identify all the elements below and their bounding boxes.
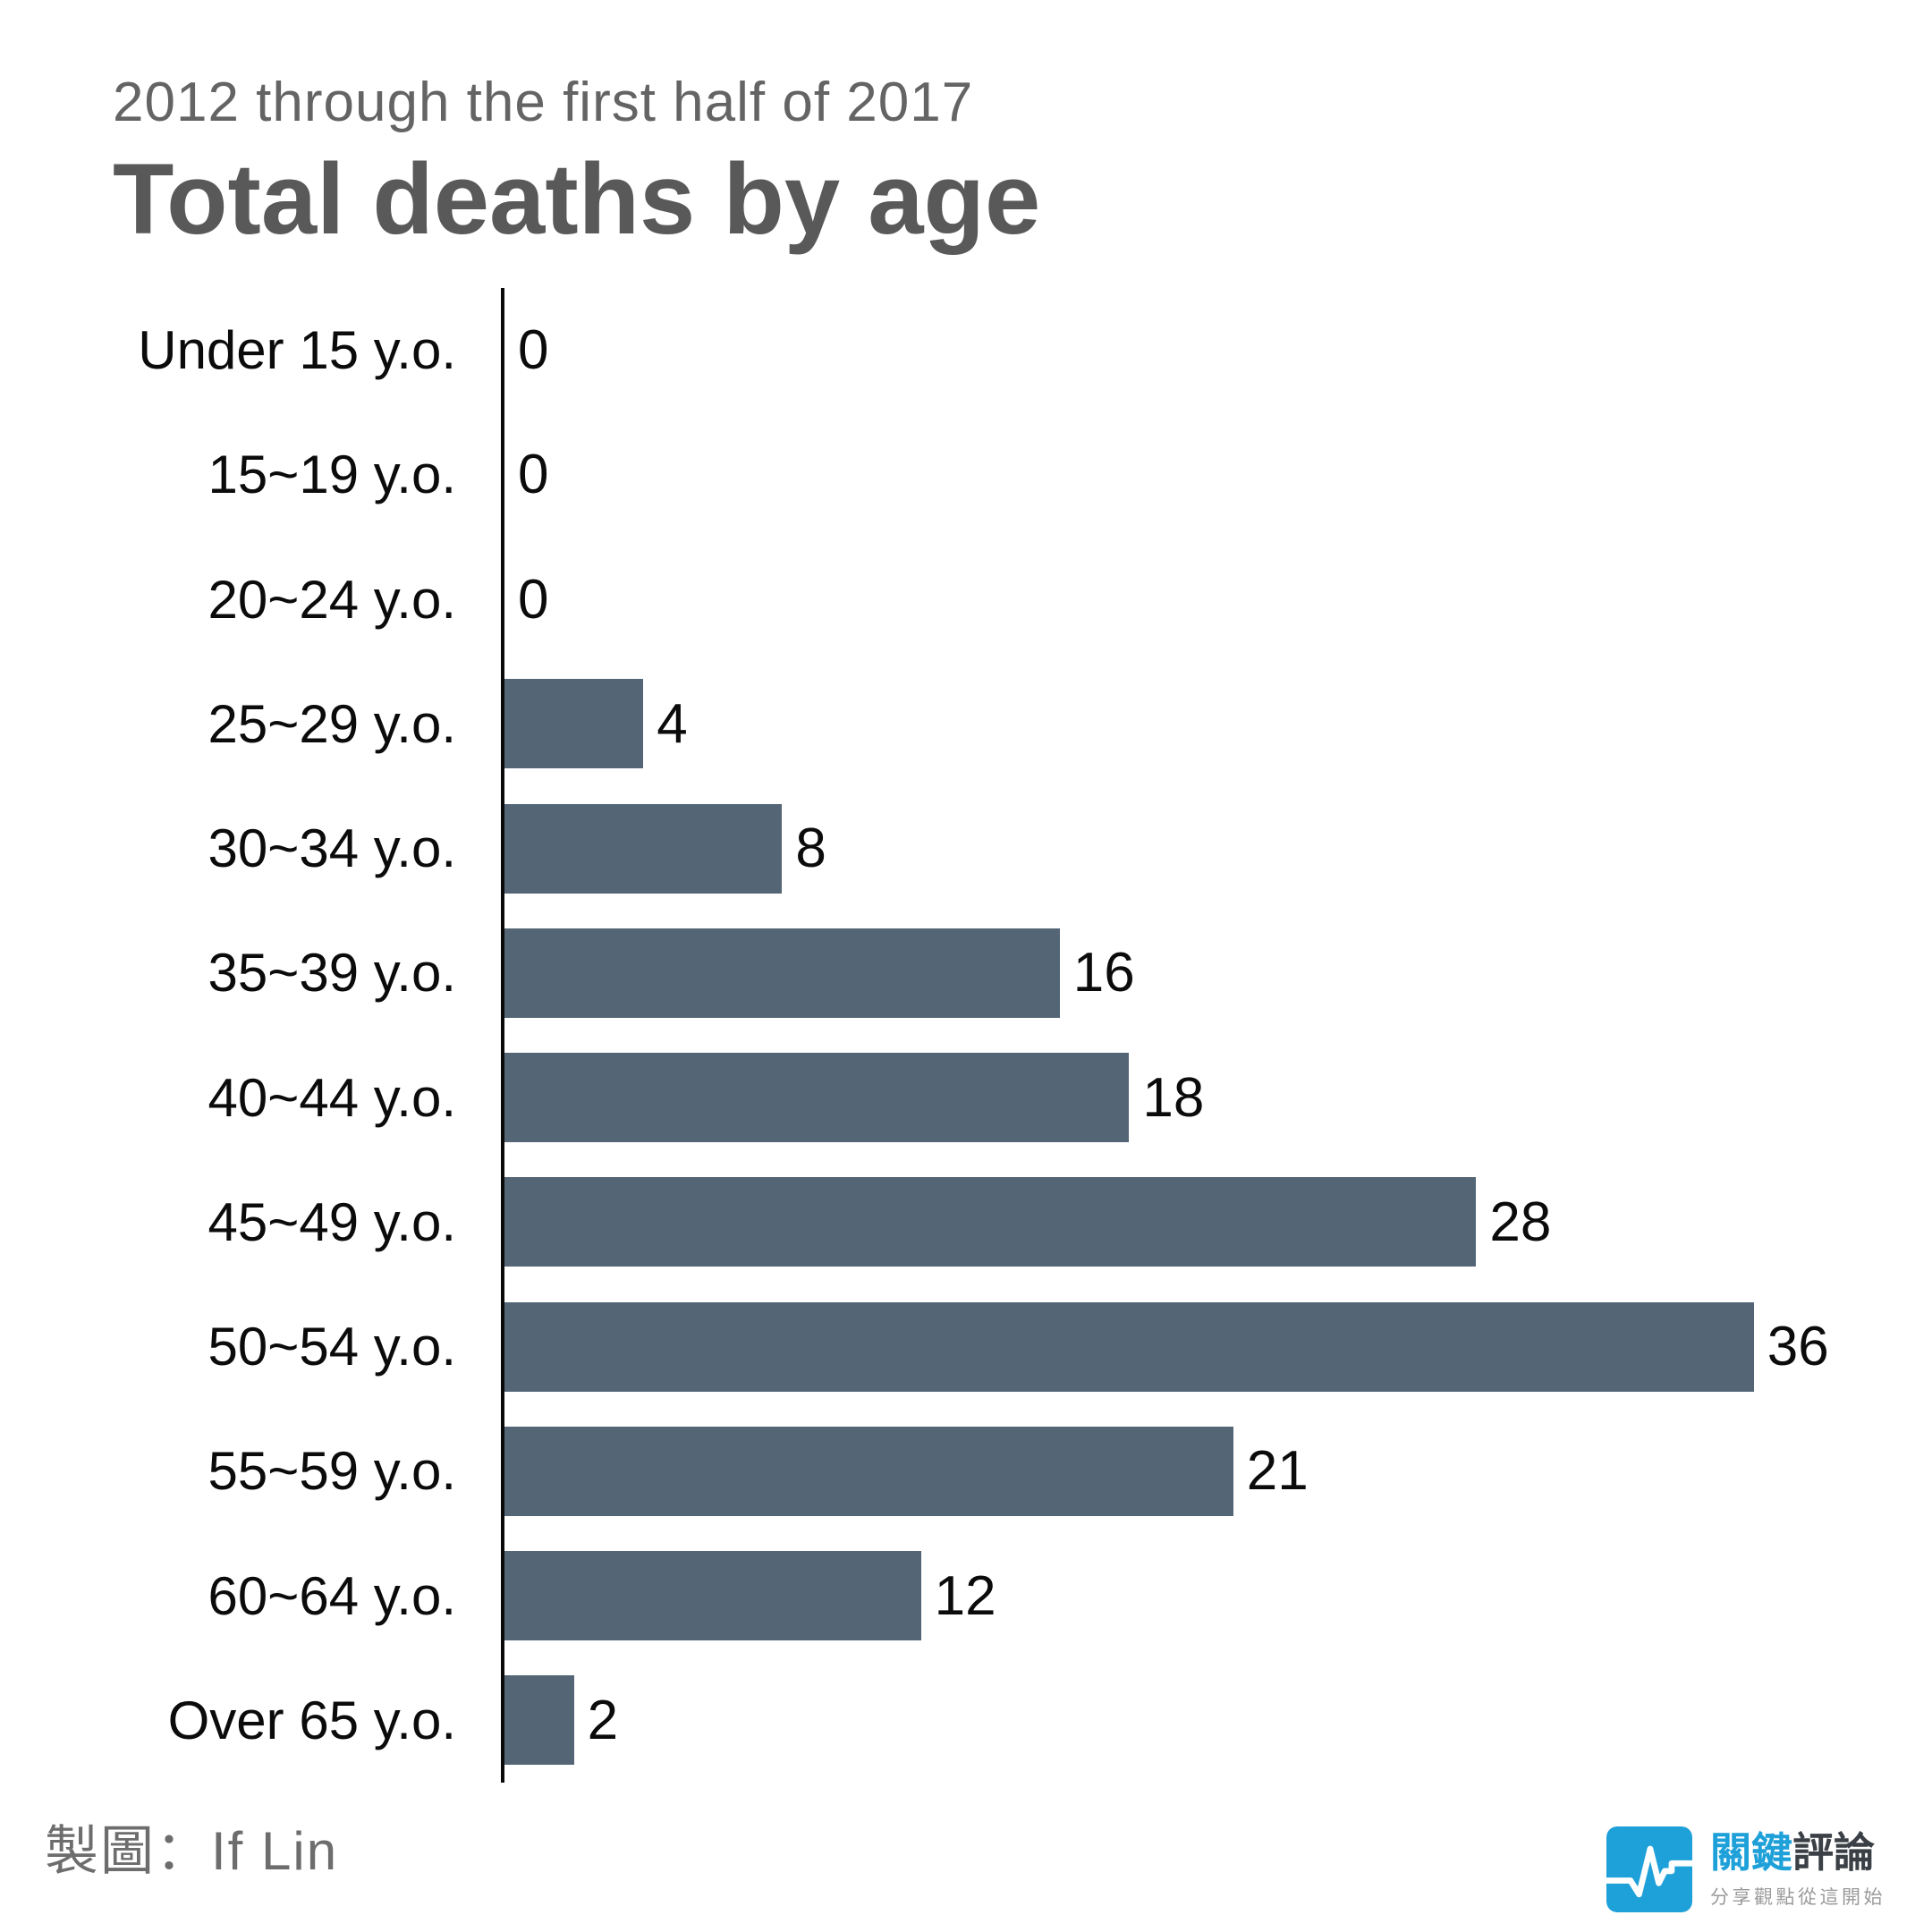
logo-icon-background [1606,1826,1692,1912]
value-label: 0 [518,568,549,631]
category-label: 45~49 y.o. [208,1191,456,1252]
value-label: 18 [1142,1066,1205,1129]
logo-tagline: 分享觀點從這開始 [1710,1886,1885,1908]
chart-row: Under 15 y.o. 0 [0,288,1932,412]
value-label: 28 [1489,1191,1552,1253]
bar [504,1551,921,1641]
chart-row: 25~29 y.o. 4 [0,662,1932,786]
bar [504,803,783,894]
y-axis-line [501,288,504,1783]
bar [504,679,644,769]
bar-area: 2 [501,1658,1932,1783]
bar-area: 8 [501,786,1932,911]
bar-area: 12 [501,1534,1932,1658]
bar [504,1301,1754,1392]
logo-brand-name: 關鍵評論 [1710,1830,1885,1875]
chart-row: Over 65 y.o. 2 [0,1658,1932,1783]
chart-row: 35~39 y.o. 16 [0,911,1932,1035]
value-label: 16 [1072,942,1135,1004]
chart-title: Total deaths by age [113,143,1041,255]
category-label: 15~19 y.o. [208,445,456,505]
bar [504,1675,574,1766]
chart-row: 45~49 y.o. 28 [0,1160,1932,1284]
category-label: 30~34 y.o. [208,818,456,879]
logo-brand-primary: 關鍵 [1710,1828,1792,1876]
bar-area: 36 [501,1284,1932,1409]
category-label: 25~29 y.o. [208,693,456,754]
category-label: 20~24 y.o. [208,569,456,630]
bar-area: 16 [501,911,1932,1035]
bar-area: 4 [501,662,1932,786]
pulse-line-icon [1606,1826,1692,1912]
value-label: 12 [934,1564,996,1627]
chart-row: 60~64 y.o. 12 [0,1534,1932,1658]
value-label: 2 [587,1689,619,1751]
category-label: 35~39 y.o. [208,943,456,1004]
value-label: 0 [518,319,549,382]
value-label: 0 [518,444,549,506]
bar [504,1053,1130,1143]
bar-area: 21 [501,1409,1932,1533]
chart-header: 2012 through the first half of 2017 Tota… [113,70,1040,254]
bar-chart: Under 15 y.o. 0 15~19 y.o. 0 20~24 y.o. 0 25~2… [0,288,1932,1783]
chart-row: 20~24 y.o. 0 [0,538,1932,662]
category-label: 50~54 y.o. [208,1317,456,1377]
value-label: 36 [1767,1316,1829,1378]
news-lens-logo: 關鍵評論 分享觀點從這開始 [1606,1826,1885,1912]
category-label: Over 65 y.o. [167,1690,456,1750]
chart-row: 15~19 y.o. 0 [0,412,1932,537]
chart-subtitle: 2012 through the first half of 2017 [113,72,974,133]
credit-text: 製圖：If Lin [45,1821,339,1881]
logo-text-block: 關鍵評論 分享觀點從這開始 [1710,1830,1885,1910]
category-label: 55~59 y.o. [208,1441,456,1502]
chart-row: 55~59 y.o. 21 [0,1409,1932,1533]
bar-area: 0 [501,412,1932,537]
value-label: 8 [795,818,826,880]
value-label: 4 [657,692,688,755]
chart-row: 50~54 y.o. 36 [0,1284,1932,1409]
category-label: Under 15 y.o. [138,320,456,381]
category-label: 40~44 y.o. [208,1067,456,1128]
category-label: 60~64 y.o. [208,1565,456,1626]
value-label: 21 [1246,1440,1309,1503]
bar-area: 0 [501,288,1932,412]
logo-brand-secondary: 評論 [1792,1828,1875,1876]
bar-area: 18 [501,1036,1932,1160]
bar [504,1426,1233,1516]
chart-row: 40~44 y.o. 18 [0,1036,1932,1160]
bar-area: 0 [501,538,1932,662]
chart-row: 30~34 y.o. 8 [0,786,1932,911]
bar [504,1177,1477,1267]
bar [504,928,1060,1018]
bar-area: 28 [501,1160,1932,1284]
